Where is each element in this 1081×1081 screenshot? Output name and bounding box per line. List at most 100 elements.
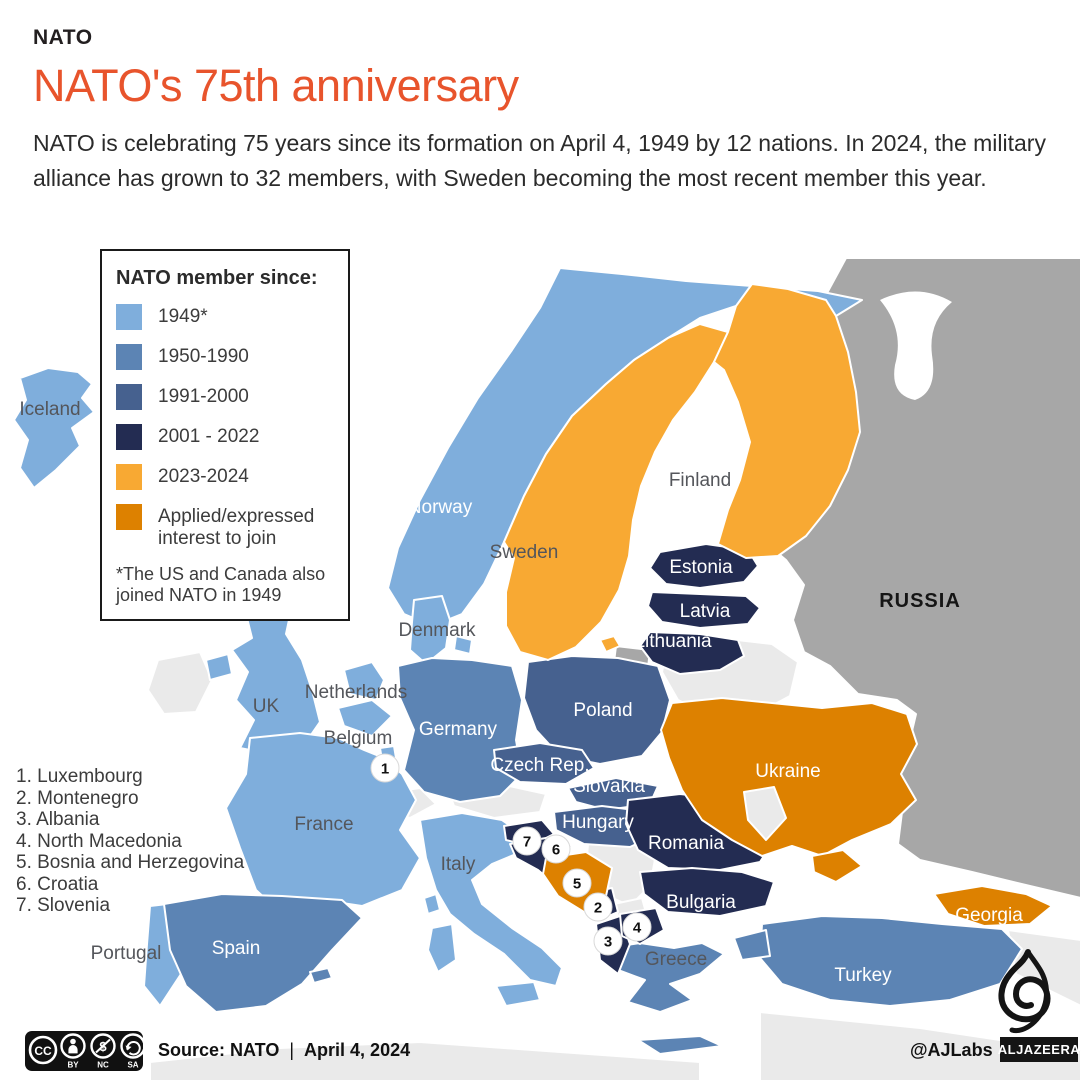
label-france: France bbox=[294, 814, 353, 835]
legend-item-2001-2022: 2001 - 2022 bbox=[116, 424, 334, 450]
label-estonia: Estonia bbox=[669, 557, 733, 578]
label-belgium: Belgium bbox=[324, 728, 393, 749]
marker-5-bosnia: 5 bbox=[562, 868, 592, 898]
cc-sa-label: SA bbox=[127, 1061, 138, 1070]
cc-by-label: BY bbox=[67, 1061, 79, 1070]
list-item-slovenia: 7. Slovenia bbox=[16, 895, 111, 916]
svg-text:3: 3 bbox=[604, 934, 612, 951]
country-moldova bbox=[743, 786, 787, 841]
label-romania: Romania bbox=[648, 833, 724, 854]
label-slovakia: Slovakia bbox=[573, 776, 645, 797]
legend-swatch-1950-1990 bbox=[116, 344, 142, 370]
label-greece: Greece bbox=[645, 949, 707, 970]
cc-nc-icon: $ bbox=[95, 1038, 111, 1054]
map-legend: NATO member since: 1949* 1950-1990 1991-… bbox=[100, 249, 350, 621]
label-denmark: Denmark bbox=[398, 620, 476, 641]
label-georgia: Georgia bbox=[955, 905, 1023, 926]
country-poland bbox=[523, 655, 671, 765]
label-norway: Norway bbox=[408, 497, 473, 518]
marker-2-montenegro: 2 bbox=[583, 892, 613, 922]
country-finland bbox=[713, 283, 861, 559]
country-georgia bbox=[933, 885, 1053, 927]
list-item-montenegro: 2. Montenegro bbox=[16, 787, 139, 809]
cc-by-icon bbox=[68, 1038, 78, 1054]
legend-title: NATO member since: bbox=[116, 267, 318, 289]
legend-item-1991-2000: 1991-2000 bbox=[116, 384, 334, 410]
label-spain: Spain bbox=[212, 938, 261, 959]
label-germany: Germany bbox=[419, 719, 498, 740]
cc-nc-label: NC bbox=[97, 1061, 109, 1070]
country-greece bbox=[605, 942, 725, 1013]
aljazeera-logo bbox=[998, 949, 1051, 1034]
kicker: NATO bbox=[33, 26, 93, 49]
cc-license-badge: CC $ BY NC SA bbox=[25, 1031, 143, 1071]
intro-paragraph: NATO is celebrating 75 years since its f… bbox=[33, 130, 1046, 191]
label-portugal: Portugal bbox=[91, 943, 162, 964]
country-ukraine bbox=[660, 697, 918, 857]
country-italy-sicily bbox=[495, 981, 541, 1007]
svg-text:5: 5 bbox=[573, 876, 581, 893]
label-uk: UK bbox=[253, 696, 280, 717]
list-item-luxembourg: 1. Luxembourg bbox=[16, 766, 143, 787]
legend-item-applied: Applied/expressed interest to join bbox=[116, 504, 334, 550]
list-item-bosnia: 5. Bosnia and Herzegovina bbox=[16, 852, 245, 873]
list-item-croatia: 6. Croatia bbox=[16, 873, 99, 895]
country-spain bbox=[163, 893, 363, 1013]
label-iceland: Iceland bbox=[19, 399, 80, 420]
marker-6-croatia: 6 bbox=[541, 834, 571, 864]
label-czech-republic: Czech Rep. bbox=[490, 755, 589, 776]
legend-item-1950-1990: 1950-1990 bbox=[116, 344, 334, 370]
country-france-corsica bbox=[423, 893, 441, 915]
label-lithuania: Lithuania bbox=[634, 631, 712, 652]
legend-item-2023-2024: 2023-2024 bbox=[116, 464, 334, 490]
country-denmark-islands bbox=[453, 635, 473, 655]
country-iceland bbox=[13, 367, 95, 489]
label-latvia: Latvia bbox=[680, 601, 731, 622]
region-north-africa bbox=[149, 1041, 701, 1081]
legend-swatch-2001-2022 bbox=[116, 424, 142, 450]
white-sea bbox=[880, 291, 952, 400]
country-bulgaria bbox=[639, 867, 775, 917]
svg-text:7: 7 bbox=[523, 834, 531, 851]
numbered-country-list: 1. Luxembourg 2. Montenegro 3. Albania 4… bbox=[16, 766, 244, 917]
label-finland: Finland bbox=[669, 470, 731, 491]
label-netherlands: Netherlands bbox=[305, 682, 407, 703]
country-turkey bbox=[759, 915, 1023, 1007]
country-turkey-thrace bbox=[733, 929, 771, 961]
country-greece-crete bbox=[637, 1035, 723, 1055]
country-italy-sardinia bbox=[427, 923, 457, 973]
country-sweden-gotland bbox=[599, 635, 621, 653]
label-russia: RUSSIA bbox=[879, 590, 961, 612]
marker-1-luxembourg: 1 bbox=[370, 753, 400, 783]
country-czech-republic bbox=[493, 742, 595, 785]
aljazeera-wordmark: ALJAZEERA bbox=[998, 1037, 1080, 1062]
country-ukraine-crimea bbox=[811, 849, 863, 883]
svg-text:2: 2 bbox=[594, 900, 602, 917]
list-item-north-macedonia: 4. North Macedonia bbox=[16, 830, 182, 852]
source-date: April 4, 2024 bbox=[304, 1040, 411, 1060]
label-italy: Italy bbox=[441, 854, 476, 875]
label-poland: Poland bbox=[573, 700, 632, 721]
country-germany bbox=[397, 657, 523, 803]
source-label: Source: NATO bbox=[158, 1040, 280, 1060]
country-netherlands bbox=[343, 661, 385, 701]
label-bulgaria: Bulgaria bbox=[666, 892, 736, 913]
page-title: NATO's 75th anniversary bbox=[33, 60, 519, 111]
svg-text:4: 4 bbox=[633, 920, 642, 937]
list-item-albania: 3. Albania bbox=[16, 809, 100, 830]
legend-footnote: *The US and Canada also joined NATO in 1… bbox=[116, 563, 326, 606]
country-latvia bbox=[647, 591, 761, 629]
cc-icon: CC bbox=[34, 1044, 52, 1058]
source-line: Source: NATO | April 4, 2024 bbox=[158, 1040, 410, 1061]
label-ukraine: Ukraine bbox=[755, 761, 820, 782]
ajlabs-credit: @AJLabs bbox=[910, 1040, 993, 1060]
header: NATO NATO's 75th anniversary NATO is cel… bbox=[33, 26, 1048, 195]
marker-4-north-macedonia: 4 bbox=[622, 912, 652, 942]
marker-7-slovenia: 7 bbox=[512, 826, 542, 856]
country-lithuania bbox=[639, 631, 745, 675]
label-hungary: Hungary bbox=[562, 812, 634, 833]
svg-text:1: 1 bbox=[381, 761, 389, 778]
label-sweden: Sweden bbox=[490, 542, 559, 563]
country-france bbox=[225, 732, 421, 915]
source-separator: | bbox=[289, 1040, 295, 1060]
